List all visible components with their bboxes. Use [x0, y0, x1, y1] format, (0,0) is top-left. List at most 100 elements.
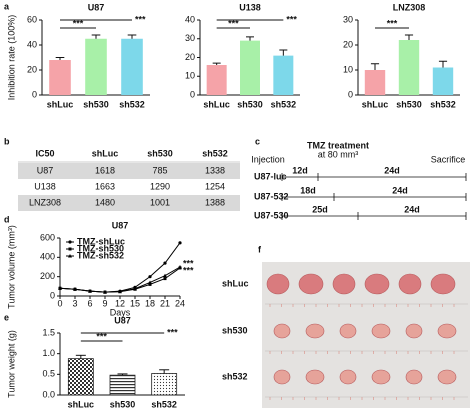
significance-label: ***: [183, 258, 194, 268]
y-axis-label: Tumor weight (g): [6, 330, 16, 398]
panel-label: c: [255, 136, 260, 146]
timeline-segment: 25d: [312, 204, 328, 214]
y-tick-label: 10: [343, 64, 353, 74]
bar: [364, 70, 386, 95]
tumor: [371, 323, 391, 339]
table-header: IC50: [35, 148, 54, 158]
x-axis-label: Days: [110, 307, 131, 317]
bar: [85, 38, 107, 95]
y-tick-label: 60: [27, 14, 37, 24]
table-cell: 1338: [205, 165, 225, 175]
x-tick-label: sh530: [237, 99, 263, 109]
table-cell: 1480: [95, 197, 115, 207]
error-bar: [212, 62, 221, 65]
y-tick-label: 0: [32, 89, 37, 99]
panel-label: f: [258, 244, 262, 254]
y-tick-label: 0: [348, 89, 353, 99]
timeline-treatment: TMZ treatment: [307, 140, 369, 150]
tumor: [305, 323, 325, 339]
tumor: [298, 273, 324, 295]
tumor: [437, 323, 457, 339]
error-bar: [117, 373, 128, 376]
table-cell: 1290: [150, 181, 170, 191]
legend-label: TMZ-sh530: [77, 243, 124, 253]
bar: [273, 55, 294, 95]
x-tick-label: shLuc: [47, 99, 74, 109]
marker: [163, 261, 167, 265]
timeline-segment: 12d: [292, 165, 308, 175]
marker: [58, 286, 62, 290]
legend-marker: [68, 247, 72, 251]
x-tick-label: 0: [57, 298, 62, 308]
tumor: [398, 273, 422, 295]
y-tick-label: 20: [185, 52, 195, 62]
marker: [178, 265, 182, 269]
marker: [103, 290, 107, 294]
table-header: sh532: [202, 148, 228, 158]
x-tick-label: 18: [145, 298, 155, 308]
table-cell: U87: [37, 165, 54, 175]
y-tick-label: 0.5: [42, 369, 55, 379]
table-row-shade: [18, 195, 240, 211]
table-cell: 1663: [95, 181, 115, 191]
table-cell: 1388: [205, 197, 225, 207]
photo-row-label: sh530: [222, 325, 248, 335]
table-cell: U138: [34, 181, 56, 191]
tumor: [371, 369, 391, 385]
timeline-end: Sacrifice: [431, 154, 466, 164]
timeline-row-name: U87-532: [254, 191, 289, 201]
table-row-shade: [18, 163, 240, 179]
tumor: [332, 273, 356, 295]
marker: [163, 273, 167, 278]
bar: [240, 40, 260, 95]
error-bar: [246, 36, 254, 41]
error-bar: [370, 63, 380, 70]
timeline-row-name: U87-530: [254, 210, 289, 220]
x-tick-label: 6: [87, 298, 92, 308]
marker: [148, 280, 152, 284]
significance-label: ***: [73, 18, 84, 28]
legend-label: TMZ-sh532: [77, 250, 124, 260]
x-tick-label: sh530: [83, 99, 109, 109]
y-tick-label: 0.0: [42, 389, 55, 399]
x-tick-label: 9: [102, 298, 107, 308]
chart-title: U87: [88, 2, 105, 12]
bar: [67, 358, 94, 396]
table-cell: 785: [152, 165, 167, 175]
error-bar: [75, 354, 86, 359]
timeline-row-name: U87-luc: [254, 171, 287, 181]
x-tick-label: 24: [175, 298, 185, 308]
tumor: [405, 323, 423, 339]
table-cell: 1618: [95, 165, 115, 175]
y-tick-label: 20: [343, 39, 353, 49]
error-bar: [404, 34, 414, 40]
significance-label: ***: [96, 331, 107, 341]
timeline-segment: 24d: [392, 185, 408, 195]
y-tick-label: 40: [185, 14, 195, 24]
tumor: [405, 369, 423, 385]
chart-title: U87: [112, 220, 129, 230]
tumor: [273, 369, 291, 385]
marker: [88, 289, 92, 293]
x-tick-label: sh532: [430, 99, 456, 109]
y-tick-label: 0: [190, 89, 195, 99]
panel-label: b: [4, 136, 10, 146]
legend-marker: [68, 254, 72, 258]
chart-title: U138: [239, 2, 261, 12]
y-axis-label: Inhibition rate (100%): [6, 15, 16, 101]
tumor: [437, 369, 457, 385]
y-tick-label: 1.5: [42, 327, 55, 337]
significance-label: ***: [183, 265, 194, 275]
tumor: [430, 273, 456, 295]
tumor: [339, 323, 357, 339]
timeline-start: Injection: [251, 154, 285, 164]
y-tick-label: 10: [185, 71, 195, 81]
marker: [148, 275, 152, 279]
error-bar: [91, 34, 101, 39]
table-cell: LNZ308: [29, 197, 61, 207]
table-header: shLuc: [92, 148, 119, 158]
timeline-segment: 18d: [300, 185, 316, 195]
marker: [133, 286, 137, 291]
y-tick-label: 40: [27, 39, 37, 49]
